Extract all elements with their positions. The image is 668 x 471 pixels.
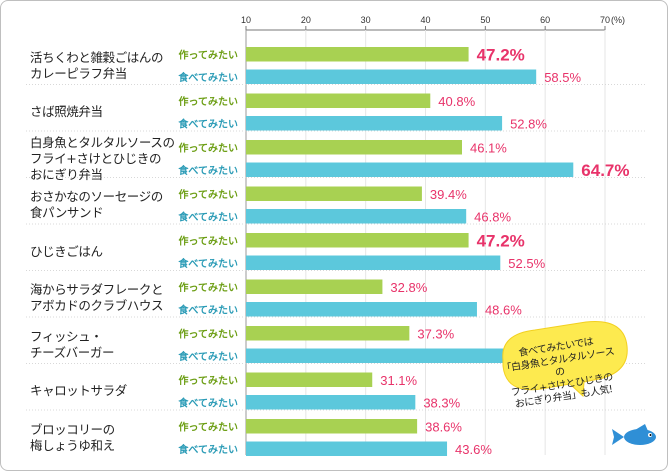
bar [246,279,383,294]
series-label: 作ってみたい [179,49,239,62]
data-label: 52.8% [510,117,547,132]
data-label: 52.5% [508,256,545,271]
bar [246,255,501,270]
series-label: 食べてみたい [177,118,238,131]
x-tick-label: 10 [241,15,251,25]
category-label: 活ちくわと雑穀ごはんの カレーピラフ弁当 [30,49,164,81]
bar [246,162,574,177]
series-label: 作ってみたい [179,188,239,201]
bar [246,372,373,387]
bar [246,93,431,108]
category-label: 海からサラダフレークと アボカドのクラブハウス [30,282,164,313]
fish-fin [635,424,648,431]
fish-body [624,429,656,445]
data-label: 38.3% [423,396,460,411]
bars: 作ってみたい 47.2% 食べてみたい 58.5% 作ってみたい 40.8% 食べてみたい 5… [177,46,629,458]
series-label: 食べてみたい [177,304,238,317]
series-label: 作ってみたい [179,421,239,434]
series-label: 食べてみたい [177,71,238,84]
data-label: 48.6% [485,303,522,318]
x-axis-unit: (%) [611,15,625,25]
series-label: 食べてみたい [177,211,238,224]
bar [246,302,477,317]
series-label: 作ってみたい [179,328,239,341]
data-label: 38.6% [425,420,462,435]
series-label: 作ってみたい [179,95,239,108]
bar [246,441,448,456]
series-label: 作ってみたい [179,142,239,155]
bar [246,348,514,363]
x-axis-ticks: 10 20 30 40 50 60 70 (%) [241,15,625,25]
fish-icon [612,424,656,445]
data-label: 47.2% [477,46,525,65]
series-label: 食べてみたい [177,350,238,363]
category-label: フィッシュ・ チーズバーガー [30,328,115,360]
callout-bubble [502,321,628,398]
series-label: 食べてみたい [177,443,238,456]
data-label: 64.7% [581,161,629,180]
x-tick-label: 30 [361,15,371,25]
decoration [502,321,656,445]
data-label: 32.8% [390,280,427,295]
bar [246,419,418,434]
data-label: 43.6% [455,442,492,457]
bar [246,209,467,224]
bar [246,233,469,248]
bar [246,116,503,131]
data-label: 46.1% [470,141,507,156]
data-label: 47.2% [477,232,525,251]
category-label: ブロッコリーの 梅しょうゆ和え [30,421,115,453]
fish-pupil [649,434,652,436]
bar [246,326,410,341]
category-label: キャロットサラダ [30,383,127,398]
series-label: 食べてみたい [177,397,238,410]
category-label: おさかなのソーセージの 食パンサンド [30,189,163,220]
data-label: 31.1% [380,373,417,388]
data-label: 40.8% [438,94,475,109]
x-tick-label: 70 [600,15,610,25]
x-tick-label: 50 [480,15,490,25]
bar [246,395,416,410]
bar [246,186,422,201]
data-label: 39.4% [430,187,467,202]
data-label: 58.5% [544,70,581,85]
series-label: 作ってみたい [179,281,239,294]
data-label: 37.3% [417,327,454,342]
x-tick-label: 60 [540,15,550,25]
series-label: 作ってみたい [179,235,239,248]
fish-tail [612,429,624,445]
category-label: 白身魚とタルタルソースの フライ+さけとひじきの おにぎり弁当 [30,134,175,182]
data-label: 46.8% [474,210,511,225]
bar [246,140,462,155]
series-label: 作ってみたい [179,374,239,387]
category-label: ひじきごはん [30,243,103,259]
series-label: 食べてみたい [177,164,238,177]
x-tick-label: 40 [420,15,430,25]
x-tick-label: 20 [301,15,311,25]
series-label: 食べてみたい [177,257,238,270]
category-label: さば照焼弁当 [30,104,103,119]
bar [246,47,469,62]
bar [246,69,537,84]
